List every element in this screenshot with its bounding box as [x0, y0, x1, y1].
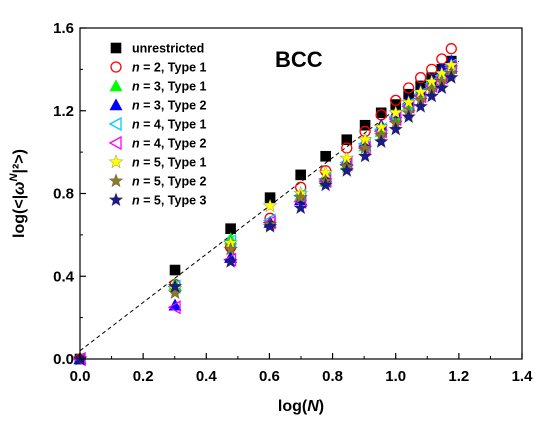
y-tick-label: 0.4 — [53, 268, 75, 285]
x-tick-label: 1.2 — [448, 368, 469, 385]
x-tick-label: 0.8 — [322, 368, 343, 385]
x-tick-label: 0.6 — [259, 368, 280, 385]
data-point — [262, 218, 278, 233]
data-point — [357, 148, 373, 163]
legend-label: n = 3, Type 2 — [132, 99, 207, 113]
data-point — [434, 80, 450, 95]
data-point — [223, 253, 239, 269]
data-point — [443, 69, 459, 85]
data-point — [169, 264, 181, 276]
legend-label: unrestricted — [132, 42, 204, 56]
data-point — [401, 94, 417, 109]
legend-entry: n = 2, Type 1 — [110, 61, 207, 75]
legend-marker — [109, 98, 123, 111]
data-point — [225, 223, 236, 234]
legend-label: n = 5, Type 3 — [132, 194, 207, 208]
x-tick-label: 1.0 — [385, 368, 406, 385]
legend-entry: n = 5, Type 1 — [108, 154, 207, 170]
data-markers-layer — [72, 43, 459, 367]
data-point — [388, 121, 404, 136]
legend: unrestricted n = 2, Type 1 n = 3, Type 1 n … — [108, 42, 207, 208]
legend-label: n = 5, Type 1 — [132, 156, 207, 170]
legend-marker — [110, 42, 122, 54]
y-tick-label: 0.8 — [53, 186, 74, 203]
data-point — [339, 162, 355, 178]
legend-marker — [108, 192, 124, 207]
data-point — [424, 88, 440, 103]
legend-entry: unrestricted — [110, 42, 204, 56]
data-point — [388, 104, 404, 120]
data-point — [318, 177, 334, 192]
x-axis-title: log(N) — [278, 398, 324, 415]
x-tick-label: 0.2 — [133, 368, 154, 385]
legend-label: n = 4, Type 2 — [132, 137, 207, 151]
legend-marker — [108, 116, 122, 132]
x-tick-label: 0.4 — [196, 368, 218, 385]
x-tick-label: 1.4 — [512, 368, 534, 385]
y-tick-label: 0.0 — [53, 351, 74, 368]
legend-entry: n = 4, Type 1 — [108, 116, 207, 132]
legend-marker — [110, 61, 122, 73]
data-point — [167, 278, 183, 293]
series-8-points — [72, 69, 459, 366]
axis-ticks-layer: 0.0 0.2 0.4 0.6 0.8 1.0 1.2 1.4 0.0 0.4 0.8 1.2 1.6 — [53, 20, 533, 385]
data-point — [167, 300, 181, 315]
legend-marker — [108, 135, 122, 151]
data-point — [341, 134, 353, 146]
legend-entry: n = 5, Type 3 — [108, 192, 207, 208]
legend-label: n = 2, Type 1 — [132, 61, 207, 75]
data-point — [401, 109, 417, 124]
chart-title: BCC — [275, 47, 323, 72]
data-point — [436, 53, 448, 65]
legend-entry: n = 4, Type 2 — [108, 135, 207, 151]
legend-entry: n = 5, Type 2 — [108, 173, 207, 189]
x-tick-label: 0.0 — [70, 368, 91, 385]
y-tick-label: 1.2 — [53, 103, 74, 120]
legend-marker — [108, 154, 124, 169]
legend-label: n = 4, Type 1 — [132, 118, 207, 132]
data-point — [403, 82, 415, 94]
data-point — [445, 43, 457, 55]
y-axis-title: log(<|ωN|²>) — [8, 149, 28, 238]
data-point — [223, 241, 239, 256]
data-point — [320, 150, 331, 162]
data-point — [413, 98, 429, 113]
legend-label: n = 5, Type 2 — [132, 175, 207, 189]
legend-marker — [109, 79, 123, 92]
legend-label: n = 3, Type 1 — [132, 80, 207, 94]
data-point — [373, 133, 389, 149]
y-tick-label: 1.6 — [53, 20, 74, 37]
legend-marker — [108, 173, 124, 188]
data-point — [262, 198, 278, 213]
data-point — [167, 284, 183, 300]
legend-entry: n = 3, Type 2 — [109, 98, 207, 113]
data-point — [415, 72, 427, 84]
data-point — [293, 189, 309, 204]
data-point — [295, 169, 306, 181]
data-point — [293, 200, 309, 215]
data-point — [390, 94, 402, 107]
legend-entry: n = 3, Type 1 — [109, 79, 207, 94]
data-point — [359, 119, 371, 131]
